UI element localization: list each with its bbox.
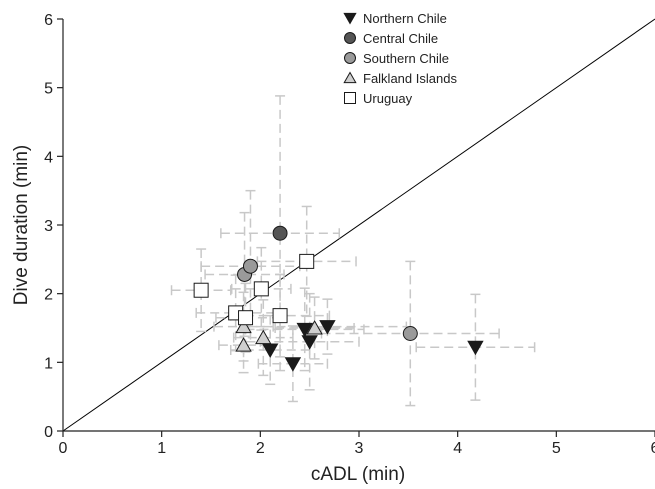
- x-tick-label: 6: [651, 440, 655, 457]
- y-tick-label: 0: [44, 424, 53, 441]
- error-bars: [170, 95, 536, 407]
- x-tick-label: 5: [552, 440, 561, 457]
- data-point: [319, 320, 336, 335]
- y-tick-label: 2: [44, 287, 53, 304]
- legend-marker: [343, 12, 357, 25]
- x-tick-label: 1: [157, 440, 166, 457]
- ticks: 0 1 2 3 4 5 6 0 1 2 3 4 5 6: [44, 12, 655, 457]
- data-markers: [193, 225, 484, 372]
- data-point: [272, 225, 288, 241]
- legend-label: Uruguay: [363, 91, 413, 106]
- legend-label: Northern Chile: [363, 11, 447, 26]
- data-point: [299, 253, 315, 269]
- data-point: [238, 310, 254, 326]
- x-tick-label: 3: [355, 440, 364, 457]
- reference-layer: [62, 18, 655, 432]
- data-point: [255, 329, 272, 345]
- data-point: [235, 318, 252, 334]
- legend-label: Central Chile: [363, 31, 438, 46]
- x-tick-label: 4: [453, 440, 462, 457]
- x-tick-label: 2: [256, 440, 265, 457]
- legend-label: Southern Chile: [363, 51, 449, 66]
- y-tick-label: 6: [44, 12, 53, 29]
- data-point: [467, 340, 484, 356]
- data-point: [253, 281, 269, 297]
- y-axis-title: Dive duration (min): [11, 145, 32, 306]
- data-point: [402, 325, 418, 341]
- legend-label: Falkland Islands: [363, 71, 457, 86]
- data-point: [284, 357, 302, 372]
- data-point: [296, 322, 313, 338]
- data-point: [193, 282, 209, 298]
- y-tick-label: 5: [44, 81, 53, 98]
- data-point: [301, 335, 318, 350]
- legend-marker: [344, 92, 356, 104]
- x-axis-title: cADL (min): [311, 464, 405, 485]
- y-tick-label: 1: [44, 355, 53, 372]
- data-point: [306, 319, 323, 335]
- reference-line: [62, 18, 655, 432]
- legend-marker: [344, 52, 356, 64]
- y-tick-label: 4: [44, 149, 53, 166]
- data-point: [272, 308, 288, 324]
- data-point: [235, 337, 252, 352]
- data-point: [242, 258, 258, 274]
- legend-marker: [344, 32, 356, 44]
- x-tick-label: 0: [59, 440, 68, 457]
- legend: Northern Chile Central Chile Southern Chil…: [343, 11, 457, 106]
- y-tick-label: 3: [44, 218, 53, 235]
- legend-marker: [343, 71, 357, 84]
